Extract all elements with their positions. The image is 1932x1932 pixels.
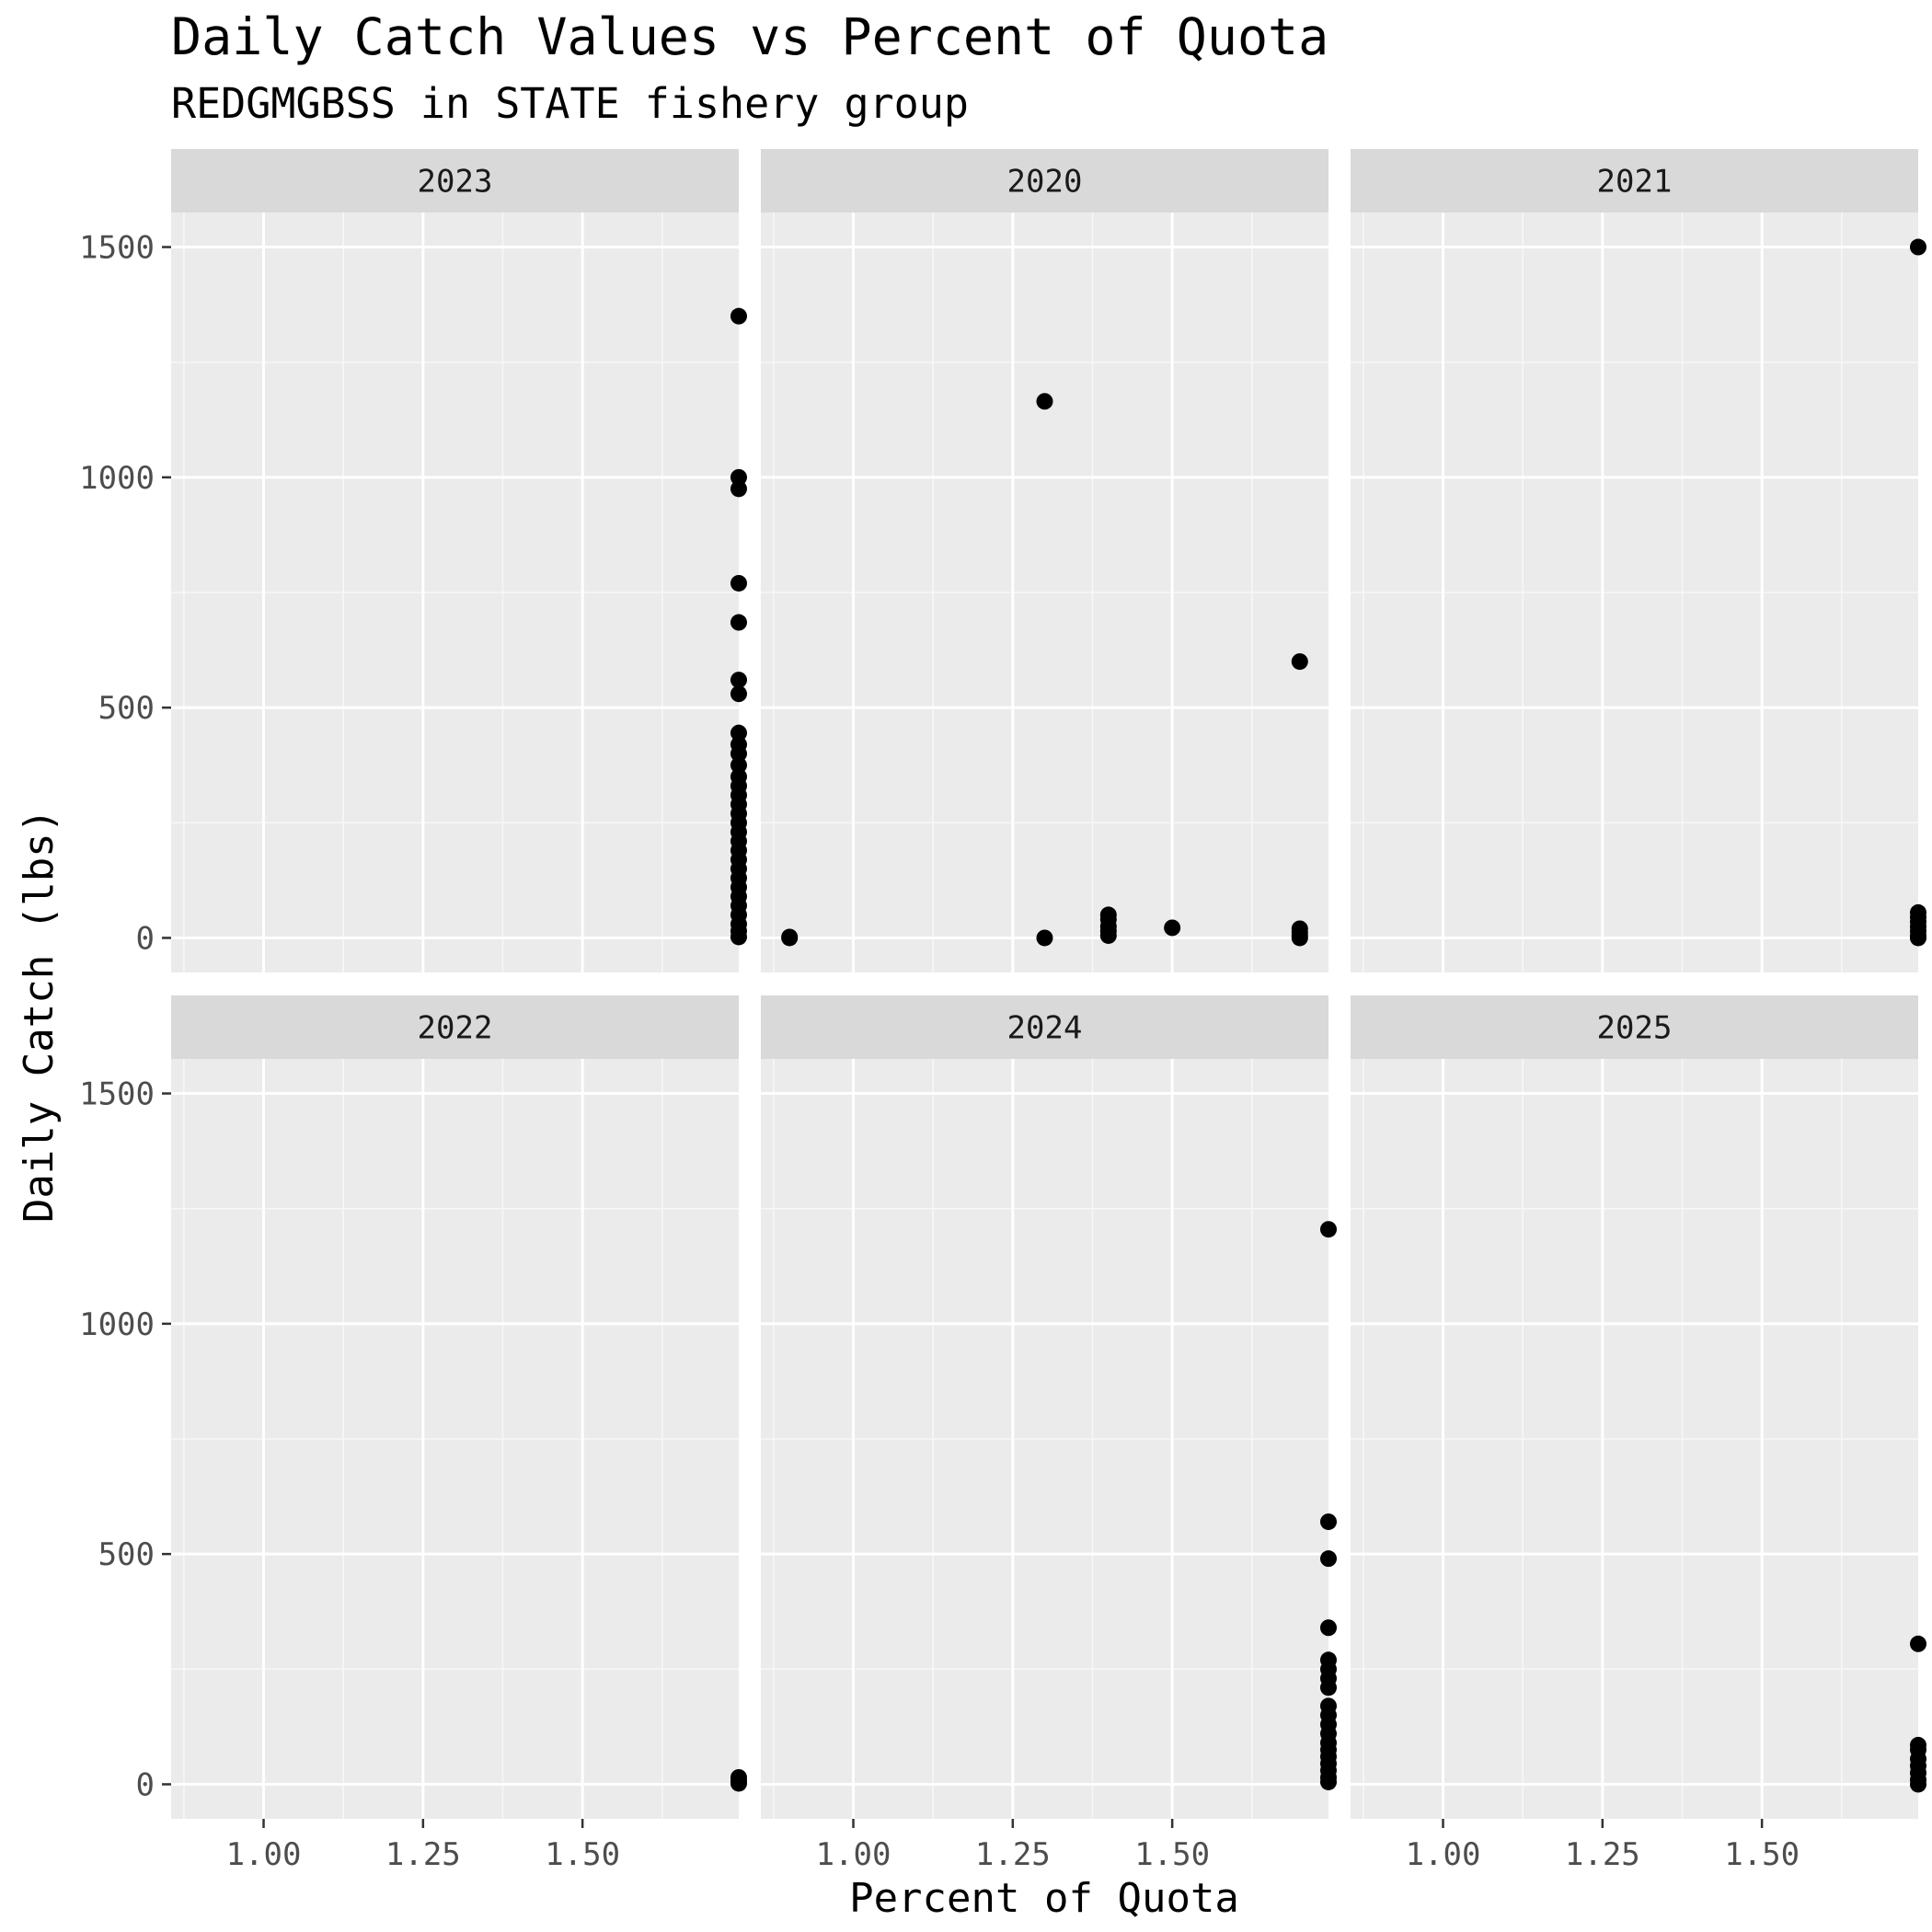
facet-strip-label: 2024 <box>1007 1010 1083 1047</box>
facet-strip <box>171 149 739 213</box>
facet-panel-2023: 2023 0 500 1000 1500 <box>79 149 747 972</box>
data-point <box>730 756 747 774</box>
facet-strip-label: 2023 <box>418 164 493 201</box>
facet-strip-label: 2022 <box>418 1010 493 1047</box>
facet-strip <box>761 149 1328 213</box>
data-point <box>730 614 747 631</box>
data-point <box>1910 1776 1926 1793</box>
facet-strip <box>761 995 1328 1059</box>
data-point <box>1099 926 1117 944</box>
data-point <box>730 928 747 946</box>
data-point <box>730 745 747 763</box>
x-tick-label: 1.25 <box>385 1836 461 1873</box>
x-tick-label: 1.00 <box>226 1836 302 1873</box>
data-point <box>1910 929 1926 947</box>
y-tick-label: 1000 <box>79 460 155 497</box>
facet-strip-label: 2020 <box>1007 164 1083 201</box>
y-tick-label: 500 <box>98 1536 155 1573</box>
data-point <box>730 672 747 689</box>
chart-title: Daily Catch Values vs Percent of Quota <box>171 7 1328 66</box>
data-point <box>730 468 747 486</box>
data-point <box>730 480 747 498</box>
y-tick-label: 1000 <box>79 1306 155 1343</box>
data-point <box>730 724 747 742</box>
data-point <box>730 685 747 703</box>
data-point <box>1320 1773 1337 1790</box>
y-tick-label: 1500 <box>79 1076 155 1113</box>
facet-panel-2024: 2024 1.00 1.25 1.50 <box>761 995 1337 1873</box>
facet-strip <box>171 995 739 1059</box>
data-point <box>1320 1550 1337 1568</box>
data-point <box>1910 1635 1926 1652</box>
data-point <box>1291 653 1308 671</box>
facet-panel-2021: 2021 <box>1351 149 1926 972</box>
y-tick-label: 0 <box>136 1766 155 1803</box>
facet-panel-2022: 2022 0 500 1000 1500 1.00 1.25 1.50 <box>79 995 747 1873</box>
x-tick-label: 1.25 <box>975 1836 1051 1873</box>
data-point <box>1036 393 1053 410</box>
y-tick-label: 0 <box>136 920 155 957</box>
y-axis-title: Daily Catch (lbs) <box>16 809 63 1223</box>
x-axis-title: Percent of Quota <box>849 1875 1239 1922</box>
facet-strip <box>1351 149 1918 213</box>
facet-strip-label: 2025 <box>1597 1010 1673 1047</box>
facet-strip-label: 2021 <box>1597 164 1673 201</box>
data-point <box>730 307 747 325</box>
x-tick-label: 1.00 <box>1406 1836 1481 1873</box>
y-tick-label: 1500 <box>79 230 155 267</box>
x-tick-label: 1.00 <box>816 1836 891 1873</box>
chart-subtitle: REDGMGBSS in STATE fishery group <box>171 79 969 128</box>
facet-strip <box>1351 995 1918 1059</box>
data-point <box>1910 238 1926 256</box>
facet-panels: 2023 0 500 1000 1500 2020 2021 2022 0 500 1000 1500… <box>79 149 1926 1873</box>
data-point <box>1291 929 1308 947</box>
x-tick-label: 1.50 <box>1134 1836 1210 1873</box>
facet-panel-2020: 2020 <box>761 149 1328 972</box>
data-point <box>1320 1513 1337 1531</box>
facet-panel-2025: 2025 1.00 1.25 1.50 <box>1351 995 1926 1873</box>
y-tick-label: 500 <box>98 690 155 727</box>
x-tick-label: 1.50 <box>1724 1836 1800 1873</box>
data-point <box>1320 1221 1337 1238</box>
data-point <box>1320 1679 1337 1696</box>
data-point <box>1164 919 1181 937</box>
data-point <box>1320 1619 1337 1637</box>
x-tick-label: 1.25 <box>1565 1836 1640 1873</box>
x-tick-label: 1.50 <box>545 1836 620 1873</box>
data-point <box>781 928 799 946</box>
data-point <box>1036 929 1053 947</box>
data-point <box>730 1775 747 1792</box>
data-point <box>730 574 747 592</box>
